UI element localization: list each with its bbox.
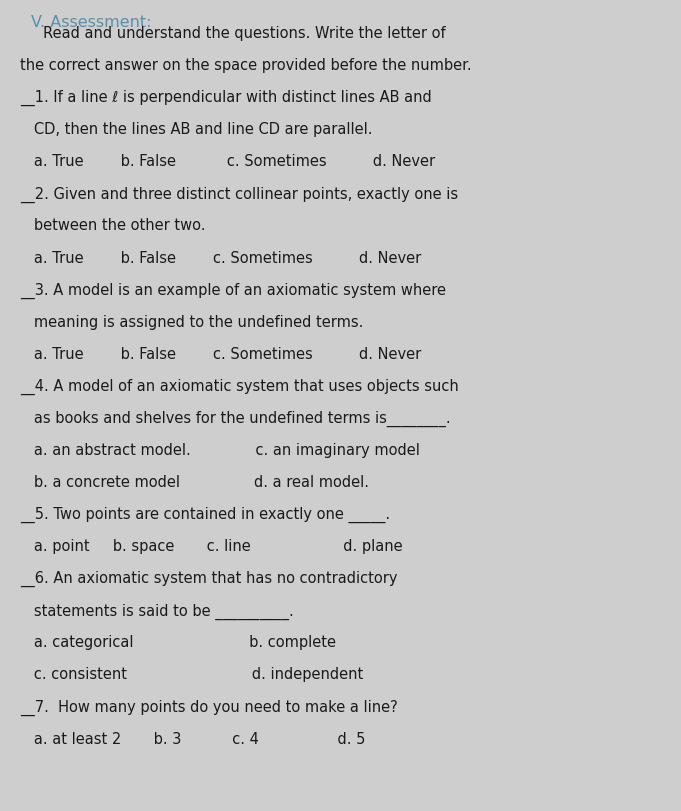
Text: a. True        b. False        c. Sometimes          d. Never: a. True b. False c. Sometimes d. Never <box>20 250 422 265</box>
Text: as books and shelves for the undefined terms is________.: as books and shelves for the undefined t… <box>20 410 451 427</box>
Text: CD, then the lines AB and line CD are parallel.: CD, then the lines AB and line CD are pa… <box>20 122 373 137</box>
Text: the correct answer on the space provided before the number.: the correct answer on the space provided… <box>20 58 472 73</box>
Text: a. categorical                         b. complete: a. categorical b. complete <box>20 635 336 650</box>
Text: between the other two.: between the other two. <box>20 218 206 233</box>
Text: __4. A model of an axiomatic system that uses objects such: __4. A model of an axiomatic system that… <box>20 378 459 394</box>
Text: statements is said to be __________.: statements is said to be __________. <box>20 603 294 619</box>
Text: a. an abstract model.              c. an imaginary model: a. an abstract model. c. an imaginary mo… <box>20 442 420 457</box>
Text: __3. A model is an example of an axiomatic system where: __3. A model is an example of an axiomat… <box>20 282 447 298</box>
Text: meaning is assigned to the undefined terms.: meaning is assigned to the undefined ter… <box>20 314 364 329</box>
Text: __2. Given and three distinct collinear points, exactly one is: __2. Given and three distinct collinear … <box>20 187 458 202</box>
Text: V. Assessment:: V. Assessment: <box>31 15 151 29</box>
Text: a. True        b. False           c. Sometimes          d. Never: a. True b. False c. Sometimes d. Never <box>20 154 436 169</box>
Text: a. True        b. False        c. Sometimes          d. Never: a. True b. False c. Sometimes d. Never <box>20 346 422 361</box>
Text: __7.  How many points do you need to make a line?: __7. How many points do you need to make… <box>20 699 398 714</box>
Text: __1. If a line ℓ is perpendicular with distinct lines AB and: __1. If a line ℓ is perpendicular with d… <box>20 90 432 106</box>
Text: a. point     b. space       c. line                    d. plane: a. point b. space c. line d. plane <box>20 539 403 553</box>
Text: b. a concrete model                d. a real model.: b. a concrete model d. a real model. <box>20 474 369 489</box>
Text: c. consistent                           d. independent: c. consistent d. independent <box>20 667 364 681</box>
Text: a. at least 2       b. 3           c. 4                 d. 5: a. at least 2 b. 3 c. 4 d. 5 <box>20 731 366 745</box>
Text: Read and understand the questions. Write the letter of: Read and understand the questions. Write… <box>20 26 446 41</box>
Text: __5. Two points are contained in exactly one _____.: __5. Two points are contained in exactly… <box>20 506 391 522</box>
Text: __6. An axiomatic system that has no contradictory: __6. An axiomatic system that has no con… <box>20 571 398 586</box>
